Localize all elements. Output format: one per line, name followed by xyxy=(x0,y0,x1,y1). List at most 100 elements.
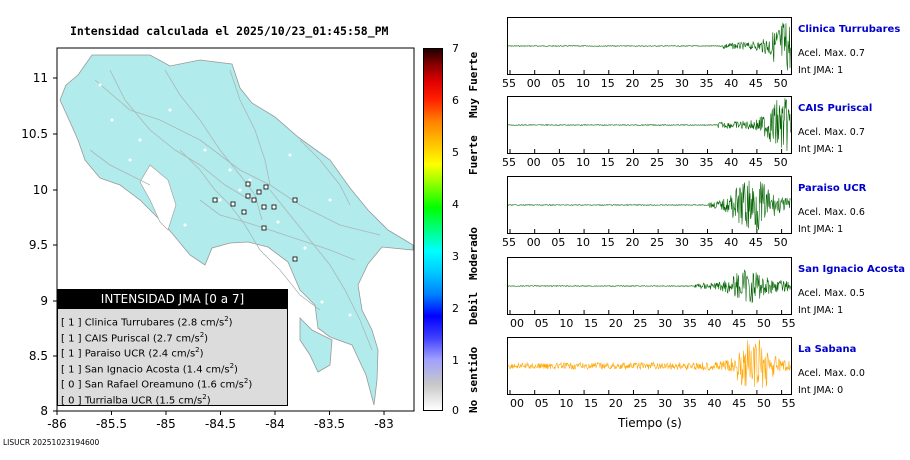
waveform-tick-label: 10 xyxy=(576,77,591,90)
waveform-tick-label: 05 xyxy=(551,156,566,169)
legend-intensity: [ 1 ] xyxy=(61,317,85,329)
legend-intensity: [ 1 ] xyxy=(61,348,85,360)
station-jma-intensity: Int JMA: 0 xyxy=(798,385,844,396)
map-x-tick-label: -86 xyxy=(47,417,67,431)
waveform-tick-label: 20 xyxy=(625,156,640,169)
waveform-tick-label: 45 xyxy=(748,156,763,169)
footer-id: LISUCR 20251023194600 xyxy=(3,438,100,447)
legend-station-text: Paraiso UCR (2.4 cm/s xyxy=(84,348,196,360)
waveform-tick-label: 25 xyxy=(633,317,648,330)
waveform-tick-label: 50 xyxy=(756,317,771,330)
station-jma-intensity: Int JMA: 1 xyxy=(798,144,844,155)
waveform-panel xyxy=(507,337,792,395)
costa-rica-land xyxy=(59,54,414,406)
legend-station-text: Turrialba UCR (1.5 cm/s xyxy=(84,394,203,406)
waveform-tick-label: 55 xyxy=(781,397,796,410)
legend-unit-exponent: 2 xyxy=(199,330,205,339)
waveform-tick-label: 40 xyxy=(707,317,722,330)
colorbar-tick-label: 3 xyxy=(452,250,459,263)
waveform-trace-svg xyxy=(507,269,791,314)
waveform-tick-label: 15 xyxy=(600,236,615,249)
waveform-tick-label: 45 xyxy=(748,77,763,90)
waveform-tick-label: 30 xyxy=(674,156,689,169)
legend-intensity: [ 1 ] xyxy=(61,332,85,344)
waveform-tick-label: 05 xyxy=(534,397,549,410)
colorbar-label-muy-fuerte: Muy Fuerte xyxy=(467,51,480,118)
legend-intensity: [ 1 ] xyxy=(61,363,85,375)
waveform-tick-label: 20 xyxy=(625,236,640,249)
legend-row: [ 1 ] Clinica Turrubares (2.8 cm/s2) xyxy=(58,312,287,328)
map-title: Intensidad calculada el 2025/10/23_01:45… xyxy=(70,24,389,38)
waveform-tick-label: 00 xyxy=(526,156,541,169)
waveform-tick-label: 40 xyxy=(724,236,739,249)
waveform-tick-label: 15 xyxy=(584,317,599,330)
legend-station-text: San Ignacio Acosta (1.4 cm/s xyxy=(84,363,230,375)
intensity-colorbar xyxy=(423,48,443,411)
legend-intensity: [ 0 ] xyxy=(61,394,85,406)
map-y-tick-label: 10 xyxy=(33,183,48,197)
waveform-tick-label: 15 xyxy=(584,397,599,410)
map-y-tick-label: 8 xyxy=(40,404,48,418)
colorbar-tick-label: 6 xyxy=(452,94,459,107)
station-jma-intensity: Int JMA: 1 xyxy=(798,305,844,316)
waveform-tick-label: 05 xyxy=(551,236,566,249)
waveform-trace-svg xyxy=(507,180,791,233)
intensity-legend: INTENSIDAD JMA [0 a 7] [ 1 ] Clinica Tur… xyxy=(57,289,288,406)
waveform-tick-label: 40 xyxy=(707,397,722,410)
legend-row: [ 0 ] San Rafael Oreamuno (1.6 cm/s2) xyxy=(58,374,287,390)
waveform-tick-label: 00 xyxy=(526,236,541,249)
waveform-tick-label: 30 xyxy=(658,317,673,330)
station-name: Paraiso UCR xyxy=(798,183,867,194)
waveform-tick-label: 50 xyxy=(773,77,788,90)
map-y-tick-label: 8.5 xyxy=(29,349,48,363)
waveform-tick-label: 35 xyxy=(699,236,714,249)
waveform-trace xyxy=(507,98,791,151)
map-x-tick-label: -85.5 xyxy=(96,417,127,431)
waveform-trace-svg xyxy=(507,339,791,394)
waveform-panel xyxy=(507,257,792,315)
station-max-acceleration: Acel. Max. 0.6 xyxy=(798,207,865,218)
station-jma-intensity: Int JMA: 1 xyxy=(798,224,844,235)
legend-row: [ 0 ] Turrialba UCR (1.5 cm/s2) xyxy=(58,390,287,406)
waveform-trace xyxy=(507,339,791,388)
colorbar-tick-label: 5 xyxy=(452,146,459,159)
map-x-tick-label: -83 xyxy=(374,417,394,431)
colorbar-label-moderado: Moderado xyxy=(467,227,480,280)
legend-station-text: Clinica Turrubares (2.8 cm/s xyxy=(84,317,225,329)
waveform-tick-label: 00 xyxy=(526,77,541,90)
colorbar-tick-label: 7 xyxy=(452,42,459,55)
station-jma-intensity: Int JMA: 1 xyxy=(798,65,844,76)
legend-row: [ 1 ] San Ignacio Acosta (1.4 cm/s2) xyxy=(58,359,287,375)
waveform-tick-label: 55 xyxy=(502,77,516,90)
legend-header: INTENSIDAD JMA [0 a 7] xyxy=(58,290,287,309)
waveform-tick-label: 55 xyxy=(502,156,516,169)
waveform-tick-label: 30 xyxy=(674,236,689,249)
legend-intensity: [ 0 ] xyxy=(61,379,85,391)
colorbar-tick-label: 0 xyxy=(452,404,459,417)
map-y-tick-label: 9.5 xyxy=(29,238,48,252)
station-max-acceleration: Acel. Max. 0.7 xyxy=(798,48,865,59)
waveform-tick-label: 55 xyxy=(781,317,796,330)
station-name: CAIS Puriscal xyxy=(798,103,873,114)
legend-unit-exponent: 2 xyxy=(224,315,229,323)
legend-unit-exponent: 2 xyxy=(195,346,200,354)
colorbar-label-debil: Debil xyxy=(467,291,480,325)
waveform-tick-label: 00 xyxy=(510,397,524,410)
waveform-tick-label: 25 xyxy=(650,156,665,169)
waveform-tick-label: 50 xyxy=(756,397,771,410)
waveform-tick-label: 10 xyxy=(576,236,591,249)
waveform-trace xyxy=(507,269,791,304)
station-name: Clinica Turrubares xyxy=(798,24,901,35)
map-y-tick-label: 11 xyxy=(33,71,48,85)
waveform-tick-label: 30 xyxy=(658,397,673,410)
waveform-panel xyxy=(507,17,792,75)
legend-station-text: CAIS Puriscal (2.7 cm/s xyxy=(84,332,200,344)
waveform-tick-label: 35 xyxy=(699,77,714,90)
legend-station-text: San Rafael Oreamuno (1.6 cm/s xyxy=(84,379,244,391)
waveform-tick-label: 00 xyxy=(510,317,524,330)
waveform-tick-label: 15 xyxy=(600,77,615,90)
map-x-tick-label: -83.5 xyxy=(314,417,345,431)
waveform-tick-label: 50 xyxy=(773,236,788,249)
map-x-tick-label: -84 xyxy=(265,417,285,431)
legend-unit-exponent: 2 xyxy=(243,377,249,385)
